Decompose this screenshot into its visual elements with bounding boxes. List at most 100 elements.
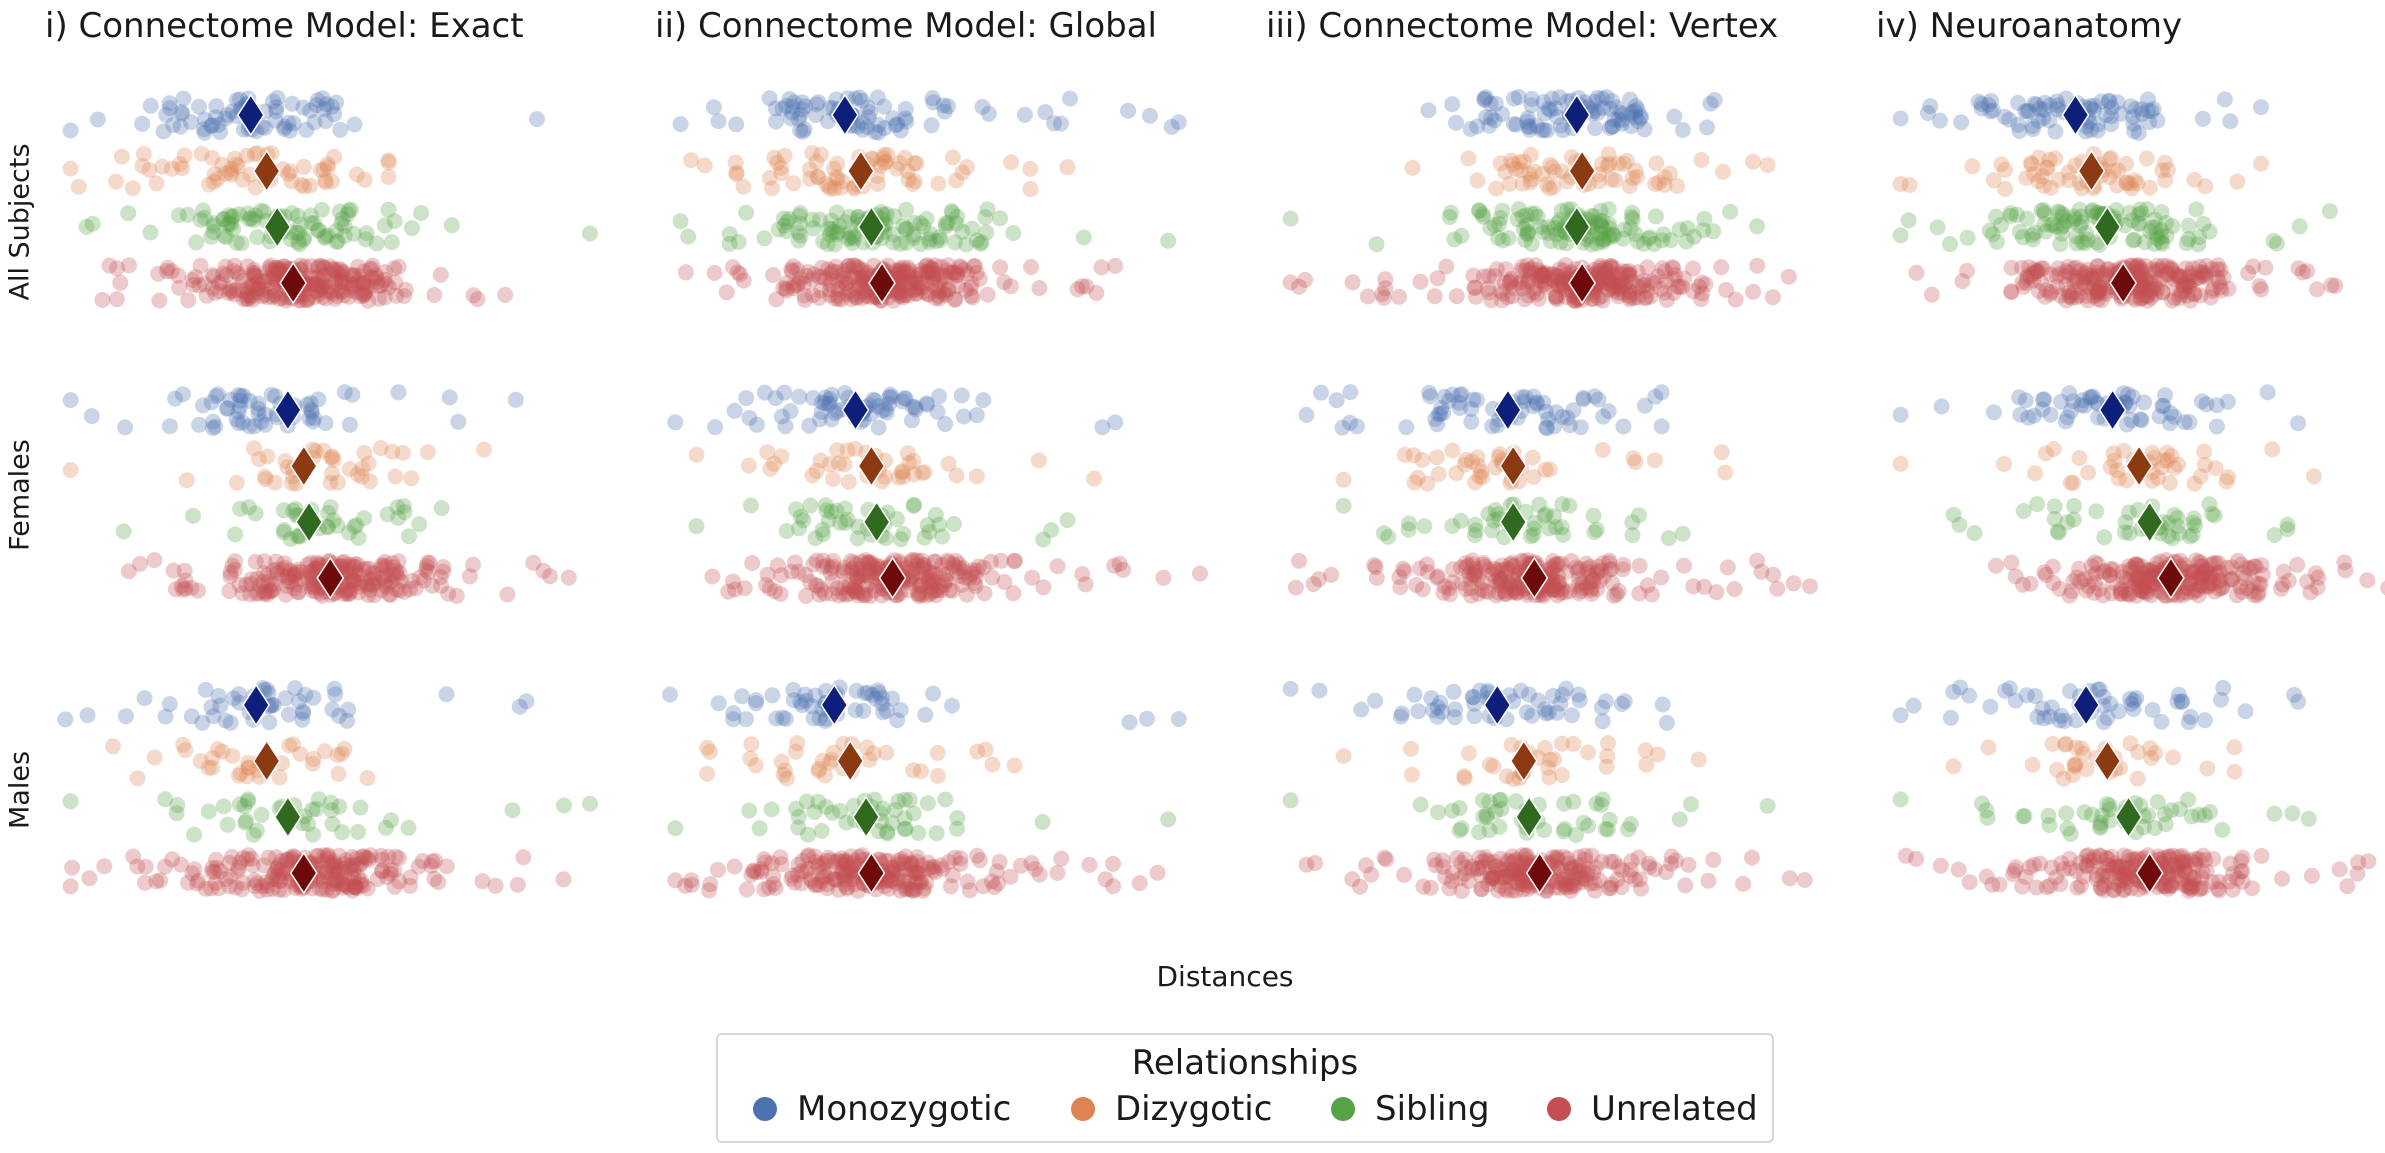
point-unrelated	[292, 570, 309, 587]
point-unrelated	[1069, 281, 1086, 298]
point-unrelated	[316, 853, 333, 870]
point-unrelated	[1463, 587, 1480, 604]
point-unrelated	[843, 553, 860, 570]
point-unrelated	[265, 262, 281, 279]
point-unrelated	[167, 581, 184, 598]
point-unrelated	[785, 258, 802, 275]
point-unrelated	[338, 852, 355, 869]
point-unrelated	[1115, 561, 1132, 578]
point-sibling	[219, 816, 236, 833]
point-monozygotic	[191, 98, 207, 115]
point-sibling	[778, 523, 795, 539]
point-unrelated	[315, 268, 332, 285]
point-monozygotic	[2259, 384, 2276, 401]
point-sibling	[196, 209, 213, 226]
point-sibling	[937, 218, 954, 235]
point-dizygotic	[1649, 746, 1666, 763]
point-unrelated	[509, 876, 526, 893]
point-dizygotic	[789, 735, 806, 752]
point-dizygotic	[324, 465, 340, 482]
point-sibling	[1686, 228, 1702, 245]
point-monozygotic	[161, 418, 178, 435]
point-dizygotic	[2147, 745, 2164, 762]
point-unrelated	[176, 562, 193, 579]
point-unrelated	[913, 576, 930, 593]
point-unrelated	[756, 881, 773, 898]
point-monozygotic	[1586, 93, 1603, 110]
point-monozygotic	[805, 710, 822, 727]
point-sibling	[792, 215, 808, 232]
point-monozygotic	[1612, 104, 1629, 121]
point-unrelated	[390, 258, 407, 275]
point-monozygotic	[797, 686, 814, 703]
point-unrelated	[802, 574, 819, 590]
point-unrelated	[861, 555, 878, 572]
point-unrelated	[896, 861, 913, 878]
point-dizygotic	[359, 770, 376, 786]
point-monozygotic	[257, 119, 274, 136]
point-unrelated	[269, 860, 286, 877]
point-sibling	[937, 215, 954, 232]
point-monozygotic	[2153, 713, 2170, 730]
point-unrelated	[1352, 878, 1368, 895]
point-dizygotic	[141, 161, 158, 178]
point-unrelated	[338, 878, 354, 895]
point-monozygotic	[230, 387, 247, 403]
point-monozygotic	[210, 386, 226, 403]
point-monozygotic	[295, 703, 311, 720]
point-unrelated	[499, 586, 516, 603]
point-unrelated	[892, 288, 909, 305]
point-monozygotic	[1121, 714, 1138, 731]
point-monozygotic	[297, 686, 314, 703]
point-unrelated	[811, 877, 827, 893]
point-monozygotic	[1046, 115, 1063, 132]
point-monozygotic	[294, 711, 311, 728]
point-unrelated	[268, 553, 285, 570]
point-unrelated	[2339, 878, 2356, 895]
point-dizygotic	[958, 159, 975, 176]
point-dizygotic	[769, 154, 786, 171]
point-monozygotic	[263, 386, 280, 403]
point-sibling	[290, 234, 307, 251]
point-unrelated	[349, 556, 366, 573]
point-sibling	[223, 209, 240, 226]
point-dizygotic	[1599, 157, 1616, 174]
point-unrelated	[350, 258, 366, 275]
point-unrelated	[346, 572, 363, 589]
point-unrelated	[258, 874, 275, 891]
point-unrelated	[327, 865, 344, 882]
point-unrelated	[362, 581, 379, 598]
point-unrelated	[799, 848, 816, 865]
point-unrelated	[826, 871, 843, 888]
point-monozygotic	[892, 702, 909, 718]
point-unrelated	[290, 561, 307, 578]
point-monozygotic	[57, 711, 74, 728]
point-unrelated	[902, 881, 919, 898]
point-unrelated	[244, 276, 261, 293]
point-sibling	[1034, 814, 1051, 830]
point-unrelated	[206, 863, 223, 880]
point-unrelated	[783, 563, 800, 580]
point-unrelated	[304, 568, 321, 585]
point-unrelated	[1323, 566, 1340, 583]
point-unrelated	[822, 852, 839, 869]
point-monozygotic	[305, 413, 321, 430]
point-unrelated	[323, 266, 340, 283]
point-unrelated	[738, 881, 755, 898]
point-dizygotic	[2065, 474, 2082, 491]
point-unrelated	[1959, 262, 1975, 279]
point-unrelated	[902, 861, 919, 878]
point-unrelated	[426, 287, 443, 303]
point-unrelated	[786, 277, 802, 294]
point-unrelated	[374, 851, 391, 868]
point-sibling	[1368, 236, 1385, 253]
point-unrelated	[263, 583, 280, 600]
point-unrelated	[1708, 584, 1725, 601]
point-monozygotic	[269, 89, 286, 106]
point-unrelated	[415, 572, 432, 589]
point-monozygotic	[878, 702, 895, 719]
point-monozygotic	[328, 94, 345, 111]
point-unrelated	[62, 878, 79, 895]
point-unrelated	[2359, 572, 2376, 589]
point-unrelated	[355, 263, 372, 280]
